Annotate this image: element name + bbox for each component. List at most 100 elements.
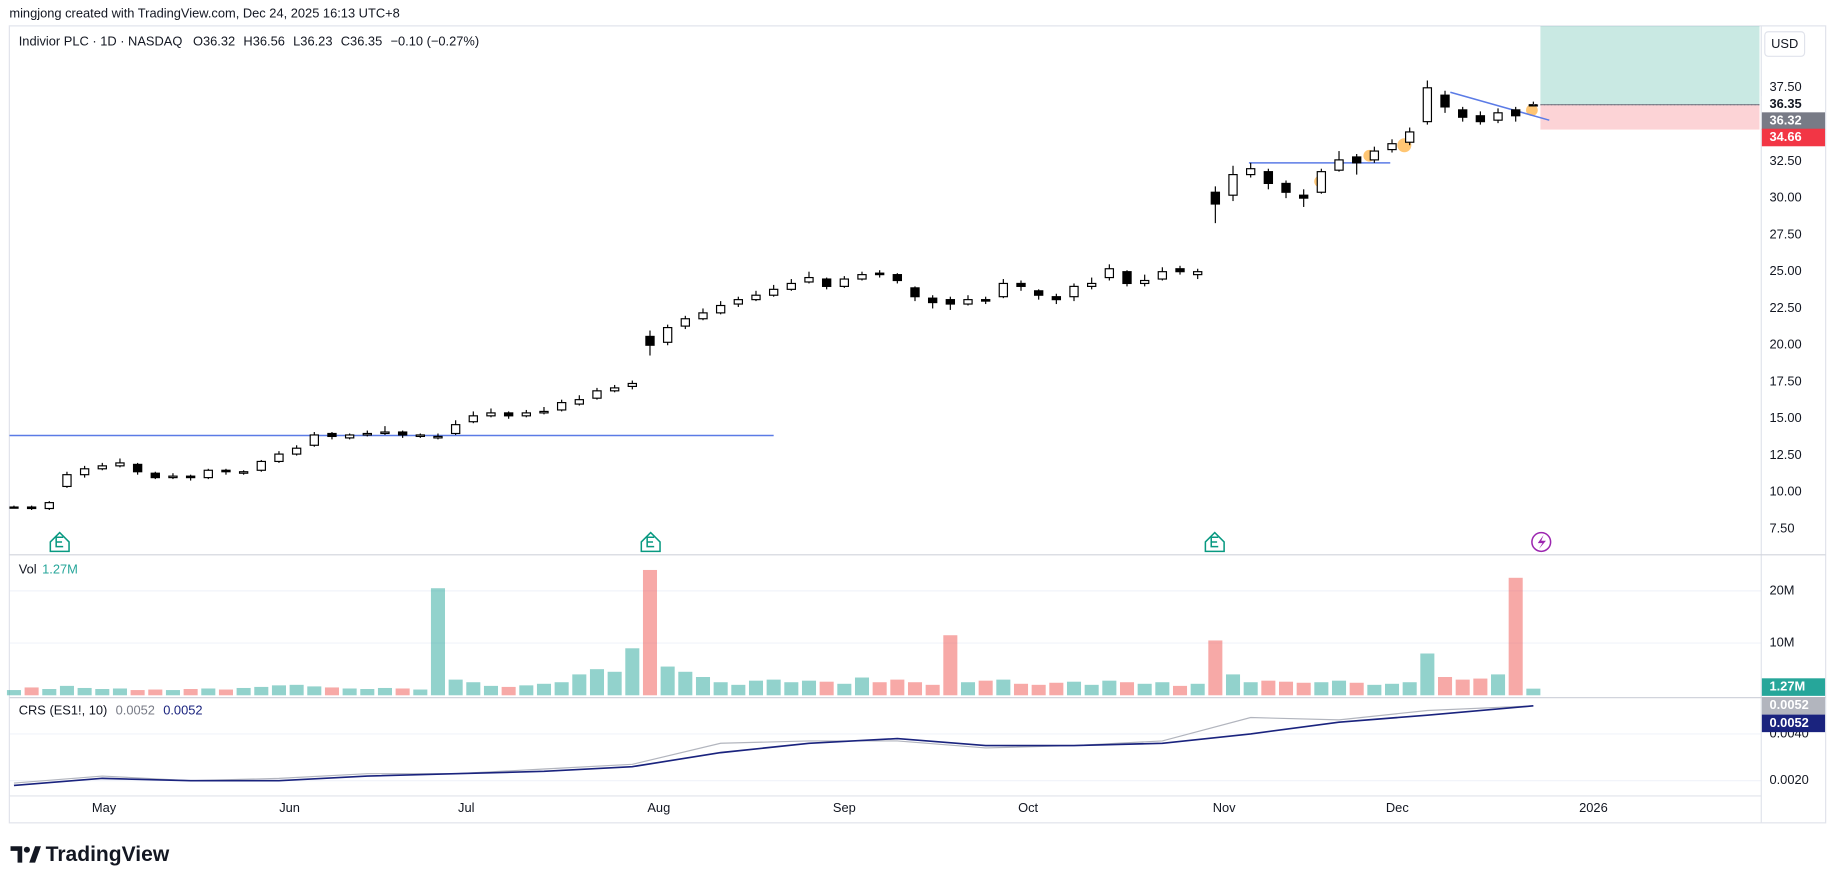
volume-bar (1314, 682, 1329, 696)
candle-body (592, 390, 602, 399)
y-tick-label: 30.00 (1769, 190, 1801, 205)
candle-body (1246, 168, 1256, 176)
candle-body (821, 278, 832, 287)
volume-bar (1455, 679, 1470, 696)
candle-body (680, 318, 691, 327)
candle-body (344, 434, 355, 439)
candle-body (44, 502, 54, 510)
volume-bar (960, 682, 976, 696)
position-profit (1540, 26, 1760, 105)
volume-bar (1155, 682, 1170, 696)
candle-body (1352, 156, 1362, 164)
currency-box[interactable] (1764, 31, 1806, 57)
candle-body (556, 402, 567, 411)
volume-bar (342, 688, 357, 696)
symbol-legend: Indivior PLC · 1D · NASDAQ O36.32 H36.56… (19, 34, 479, 49)
x-tick-label: Dec (1386, 800, 1409, 815)
candle-body (645, 335, 655, 346)
dividend-icon[interactable] (1531, 531, 1552, 553)
volume-bar (6, 690, 21, 696)
volume-bar (183, 689, 198, 696)
candle-body (327, 432, 337, 438)
y-tick-label: 22.50 (1769, 300, 1801, 315)
candle-body (1122, 271, 1132, 285)
volume-bar (607, 671, 622, 696)
candle-body (97, 465, 107, 470)
price-badge-label: 36.35 (1769, 96, 1801, 111)
volume-bar (236, 687, 251, 696)
candle-body (397, 431, 408, 436)
earnings-icon-glyph (646, 536, 655, 548)
currency[interactable]: USD (1771, 36, 1798, 51)
earnings-icon[interactable] (49, 531, 70, 553)
credit: mingjong created with TradingView.com, D… (9, 6, 399, 21)
candle-body (627, 382, 637, 388)
candle-body (26, 506, 37, 510)
y-tick-label: 17.50 (1769, 373, 1801, 388)
drawing-line (1450, 91, 1550, 121)
candle-body (574, 399, 584, 405)
logo: TradingView (10, 843, 170, 866)
crs-value: 0.0052 (163, 703, 202, 718)
volume-bar (148, 689, 163, 696)
volume-bar (413, 689, 428, 696)
candle-body (857, 274, 867, 280)
volume-bar (130, 690, 145, 696)
dividend-icon-glyph (1537, 534, 1546, 549)
volume-bar (801, 680, 817, 696)
candle-body (1210, 191, 1221, 205)
x-tick-label: May (92, 800, 117, 815)
symbol: Indivior PLC · 1D · NASDAQ (19, 34, 183, 49)
y-tick-label: 12.50 (1769, 447, 1801, 462)
ohlc-low: L36.23 (293, 34, 332, 49)
candle-body (415, 434, 425, 438)
candle-body (291, 447, 302, 455)
volume-bar (1526, 688, 1541, 696)
candle-body (115, 462, 125, 467)
volume-bar (1296, 682, 1311, 696)
volume-bar (1491, 674, 1506, 696)
candle-body (892, 274, 903, 282)
candle-body (927, 297, 938, 304)
candle-body (839, 278, 850, 287)
volume-bar (1049, 682, 1064, 696)
volume-bar (430, 588, 445, 696)
volume-bar (890, 679, 905, 696)
earnings-icon[interactable] (640, 531, 661, 553)
volume-bar (1508, 577, 1523, 696)
volume-bar (642, 569, 658, 696)
candle-body (150, 472, 160, 479)
volume-bar (589, 669, 605, 696)
volume-bar (254, 686, 269, 696)
volume-bar (1367, 684, 1382, 696)
volume-bar (1119, 682, 1135, 696)
candle-body (698, 312, 708, 320)
volume-bar (1084, 684, 1099, 696)
volume-bar (271, 685, 286, 696)
logo-text: TradingView (46, 843, 170, 866)
earnings-icons (49, 531, 1225, 553)
candle-body (910, 287, 920, 298)
volume-bar (59, 685, 74, 696)
candle-body (503, 412, 514, 417)
candle-body (945, 299, 956, 305)
candle-body (1104, 268, 1115, 279)
volume-bar (1278, 681, 1294, 696)
plot (9, 26, 1760, 510)
earnings-icon[interactable] (1204, 531, 1225, 553)
candle-body (1299, 194, 1309, 199)
volume-bar (1208, 640, 1223, 696)
candle-body (874, 272, 885, 276)
logo-mark (10, 846, 23, 863)
volume-pane (6, 569, 1541, 787)
volume-bar (1261, 680, 1276, 696)
candle-body (1069, 285, 1079, 298)
volume-bar (95, 689, 110, 696)
x-tick-label: Sep (833, 800, 856, 815)
volume-bar (307, 686, 322, 696)
candle-body (715, 304, 726, 314)
price-badge-label: 1.27M (1769, 678, 1805, 693)
candle-body (963, 299, 973, 305)
